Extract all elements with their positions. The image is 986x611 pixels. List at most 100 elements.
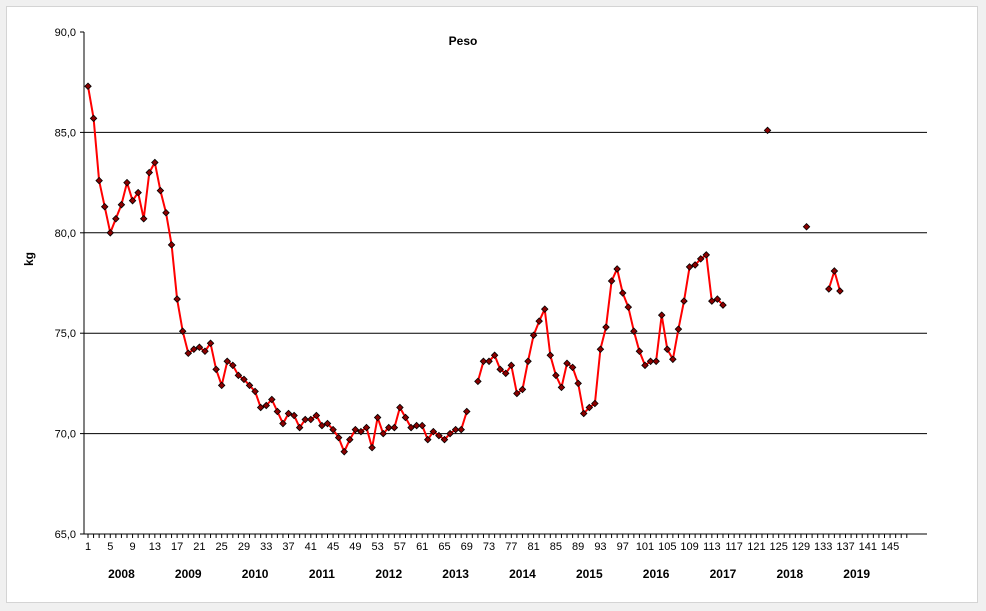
data-point (295, 423, 304, 432)
data-point (680, 297, 688, 305)
year-label: 2012 (375, 567, 402, 581)
data-point (351, 425, 360, 434)
data-point (156, 186, 165, 195)
data-point (368, 443, 376, 452)
data-point (139, 214, 148, 223)
data-point (451, 425, 460, 434)
data-point (229, 361, 237, 370)
x-tick-label: 33 (260, 541, 272, 553)
data-point (591, 399, 599, 408)
data-point (117, 200, 126, 209)
data-point (457, 425, 465, 434)
data-point (579, 409, 588, 418)
data-point (184, 349, 193, 358)
data-point (212, 365, 220, 374)
data-point (251, 387, 259, 396)
data-point (529, 331, 538, 339)
data-point (585, 403, 594, 412)
data-point (412, 421, 421, 430)
data-point (652, 357, 660, 366)
data-point (424, 435, 432, 444)
data-point (630, 327, 638, 335)
data-point (607, 277, 616, 285)
x-tick-label: 65 (438, 541, 450, 553)
data-point (474, 377, 482, 386)
data-point (279, 419, 287, 428)
data-point (540, 305, 549, 313)
data-point (596, 345, 605, 354)
data-point (802, 223, 811, 231)
data-point (429, 427, 438, 436)
data-point (106, 229, 115, 237)
data-point (128, 196, 137, 205)
x-tick-label: 85 (550, 541, 562, 553)
year-label: 2011 (309, 567, 335, 581)
data-point (340, 447, 348, 456)
year-label: 2017 (710, 567, 737, 581)
x-tick-label: 49 (349, 541, 361, 553)
data-point (635, 347, 644, 356)
year-label: 2009 (175, 567, 202, 581)
data-point (190, 345, 198, 354)
data-point (134, 188, 142, 197)
x-tick-label: 5 (107, 541, 113, 553)
year-label: 2018 (776, 567, 803, 581)
data-point (201, 347, 209, 356)
data-point (574, 379, 582, 388)
x-tick-label: 97 (617, 541, 629, 553)
year-label: 2016 (643, 567, 670, 581)
year-label: 2013 (442, 567, 469, 581)
x-tick-label: 113 (703, 541, 721, 553)
data-point (546, 351, 555, 360)
x-tick-label: 117 (725, 541, 743, 553)
data-point (440, 435, 449, 444)
y-axis-label: kg (22, 252, 36, 266)
data-point (557, 383, 566, 392)
series-line (476, 253, 724, 415)
year-label: 2008 (108, 567, 135, 581)
year-label: 2014 (509, 567, 536, 581)
x-tick-label: 69 (461, 541, 473, 553)
data-point (657, 311, 666, 319)
data-point (334, 433, 343, 442)
data-point (262, 401, 271, 410)
x-tick-label: 29 (238, 541, 250, 553)
data-point (490, 351, 499, 360)
chart-svg: 65,0 70,0 75,0 80,0 85,0 90,0 1 5 9 13 17 21 25 29 33 3… (22, 27, 927, 581)
data-point (407, 423, 415, 432)
x-tick-label: 9 (129, 541, 135, 553)
x-tick-label: 89 (572, 541, 584, 553)
data-point (669, 355, 677, 364)
data-point (446, 429, 454, 438)
data-point (329, 425, 337, 434)
data-point (674, 325, 683, 333)
data-point (390, 423, 399, 432)
data-point (273, 407, 282, 416)
data-point (825, 285, 833, 293)
data-point (323, 419, 332, 428)
data-point (195, 343, 204, 352)
y-tick-label: 90,0 (55, 27, 76, 39)
data-point (435, 431, 443, 440)
y-tick-label: 65,0 (55, 529, 76, 541)
data-point (663, 345, 672, 354)
year-label: 2015 (576, 567, 603, 581)
data-point (613, 265, 621, 273)
x-tick-label: 101 (636, 541, 654, 553)
data-point (167, 241, 176, 249)
axes: 65,0 70,0 75,0 80,0 85,0 90,0 1 5 9 13 17 21 25 29 33 3… (55, 27, 927, 581)
data-point (95, 176, 103, 185)
data-point (206, 339, 215, 348)
data-point (702, 251, 711, 259)
x-tick-label: 93 (594, 541, 606, 553)
x-tick-label: 17 (171, 541, 183, 553)
y-tick-label: 80,0 (55, 228, 76, 240)
x-tick-label: 121 (747, 541, 765, 553)
data-point (346, 435, 354, 444)
data-point (719, 301, 727, 309)
x-tick-label: 61 (416, 541, 428, 553)
data-point (646, 357, 655, 366)
x-tick-label: 1 (85, 541, 91, 553)
chart-title: Peso (449, 34, 478, 48)
x-tick-label: 45 (327, 541, 339, 553)
